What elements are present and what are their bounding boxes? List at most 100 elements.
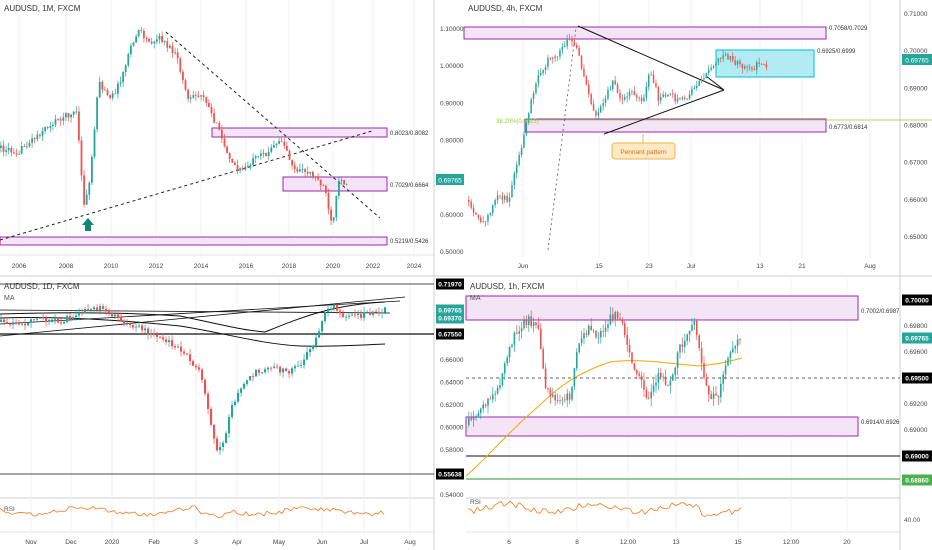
- daily-y-tick-label: 0.60000: [440, 425, 464, 432]
- hourly-candle: [669, 380, 672, 386]
- monthly-x-tick-label: 2008: [59, 263, 74, 270]
- hourly-candle: [717, 395, 720, 398]
- hourly-candle: [480, 408, 482, 413]
- monthly-candle: [49, 126, 52, 128]
- monthly-candle: [109, 95, 111, 98]
- h4-candle: [650, 74, 652, 76]
- h1-y-tick-label: 0.69200: [904, 401, 928, 408]
- pennant-lines: [577, 25, 725, 135]
- hourly-candle: [604, 327, 607, 332]
- hourly-candle: [525, 320, 528, 325]
- h4-candle: [628, 91, 631, 97]
- monthly-candle: [158, 35, 161, 40]
- monthly-candle: [85, 194, 88, 205]
- hourly-candle: [724, 365, 727, 375]
- svg-text:0.67550: 0.67550: [438, 332, 462, 339]
- daily-candle: [384, 307, 387, 313]
- indicator-label-1h: MA: [470, 295, 481, 302]
- h1-y-tick-label: 0.69600: [904, 349, 928, 356]
- daily-candle: [102, 306, 105, 310]
- x-axis-4h: Jun 15 23 Jul 13 21 Aug: [518, 263, 876, 270]
- daily-candle: [60, 322, 63, 324]
- h4-candle: [691, 89, 693, 95]
- daily-candle: [273, 366, 276, 369]
- monthly-candle: [54, 119, 57, 125]
- monthly-candle: [291, 159, 293, 166]
- daily-candle: [348, 315, 351, 317]
- h4-candle: [513, 173, 516, 186]
- h4-candle: [597, 112, 600, 116]
- h4-candle: [696, 85, 698, 88]
- h4-candle: [672, 93, 674, 95]
- h4-candle: [688, 94, 691, 99]
- h4-candle: [638, 97, 640, 99]
- daily-candle: [270, 367, 273, 369]
- monthly-candle: [33, 138, 36, 140]
- daily-candle: [87, 309, 90, 311]
- hourly-candle: [624, 323, 626, 336]
- daily-candle: [126, 322, 129, 324]
- hourly-candle: [537, 325, 540, 329]
- h4-candle: [741, 63, 744, 69]
- h4-candle: [590, 93, 592, 105]
- monthly-candle: [111, 93, 114, 98]
- h4-candle: [626, 96, 628, 98]
- h4-candle: [710, 67, 712, 70]
- x-axis-daily: Nov Dec 2020 Feb 3 Apr May Jun Jul Aug: [25, 539, 416, 546]
- monthly-candle: [215, 122, 218, 124]
- monthly-candle: [93, 129, 96, 157]
- daily-candle: [309, 349, 312, 353]
- monthly-candle: [184, 80, 187, 90]
- h4-candle: [640, 97, 643, 102]
- zone-4h-6773: [524, 118, 827, 133]
- hourly-candle: [640, 375, 643, 381]
- hourly-candle: [662, 376, 664, 378]
- h4-candle: [508, 197, 511, 202]
- hourly-candle: [568, 393, 571, 400]
- daily-candle: [69, 316, 72, 320]
- daily-candle: [150, 333, 153, 335]
- zone-label-5219: 0.5219/0.5426: [390, 239, 429, 245]
- h4-candle: [547, 57, 549, 67]
- hourly-candle: [700, 348, 703, 364]
- monthly-candle: [343, 180, 345, 185]
- hourly-candle: [561, 399, 564, 401]
- daily-candle: [351, 314, 354, 316]
- h4-candle: [739, 61, 741, 64]
- monthly-candle: [124, 65, 127, 73]
- hourly-candle: [712, 393, 715, 399]
- h4-candle: [475, 212, 477, 215]
- h4-candle: [556, 56, 559, 58]
- hourly-candle: [549, 389, 552, 397]
- h4-candle: [585, 76, 588, 85]
- daily-y-tick-label: 0.54000: [440, 492, 464, 499]
- candles-monthly: [0, 26, 348, 225]
- monthly-candle: [187, 89, 189, 99]
- hourly-candle: [655, 382, 657, 386]
- h4-candle: [568, 38, 571, 40]
- h4-candle: [600, 106, 602, 113]
- h4-candle: [492, 204, 494, 213]
- monthly-candle: [98, 81, 101, 98]
- daily-candle: [123, 321, 126, 324]
- monthly-candle: [132, 42, 135, 46]
- daily-x-tick-label: Jul: [360, 539, 369, 546]
- monthly-candle: [143, 30, 145, 39]
- monthly-candle: [257, 156, 260, 158]
- h1-x-tick-label: 12:00: [620, 539, 637, 546]
- price-badge-daily: 0.69765: [436, 304, 464, 316]
- monthly-candle: [270, 147, 273, 152]
- daily-x-tick-label: 2020: [105, 539, 120, 546]
- monthly-candle: [104, 89, 106, 91]
- daily-candle: [27, 322, 30, 326]
- h4-candle: [595, 110, 597, 116]
- monthly-candle: [176, 52, 179, 59]
- monthly-candle: [252, 158, 254, 165]
- daily-candle: [42, 317, 45, 319]
- daily-candle: [3, 319, 6, 323]
- h4-candle: [760, 63, 763, 65]
- monthly-candle: [122, 72, 124, 83]
- h4-candle: [571, 39, 573, 42]
- hourly-candle: [566, 393, 568, 401]
